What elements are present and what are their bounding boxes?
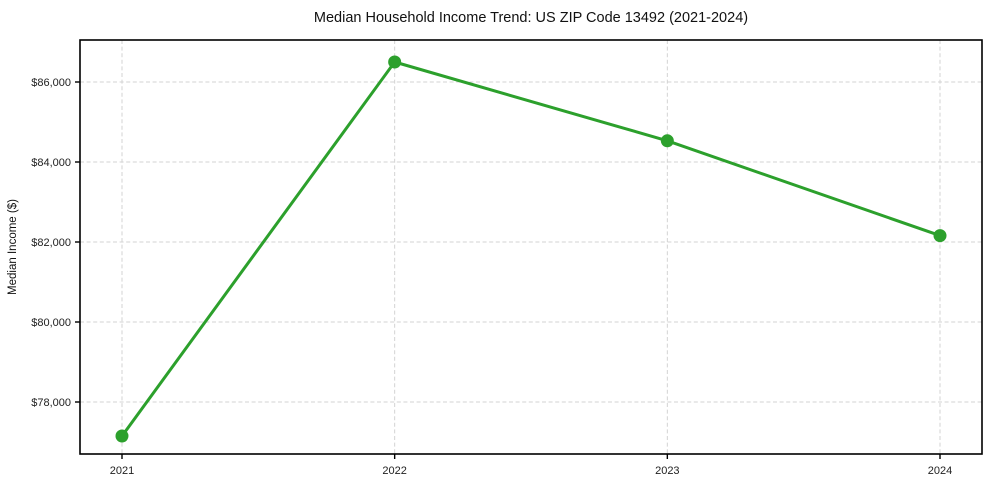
data-point-2024 xyxy=(933,229,947,243)
y-tick-label: $82,000 xyxy=(31,237,71,249)
y-tick-label: $86,000 xyxy=(31,77,71,89)
chart-title: Median Household Income Trend: US ZIP Co… xyxy=(314,10,748,26)
data-point-2022 xyxy=(388,55,402,69)
y-tick-label: $78,000 xyxy=(31,397,71,409)
x-tick-label: 2022 xyxy=(382,465,406,477)
plot-area: $78,000 $80,000 $82,000 $84,000 $86,000 2021 2… xyxy=(31,39,983,477)
y-tick-label: $84,000 xyxy=(31,157,71,169)
data-point-2021 xyxy=(115,429,129,443)
x-tick-label: 2023 xyxy=(655,465,679,477)
data-point-2023 xyxy=(660,134,674,148)
x-tick-label: 2021 xyxy=(110,465,134,477)
y-tick-label: $80,000 xyxy=(31,317,71,329)
y-axis-label: Median Income ($) xyxy=(7,199,19,295)
trend-line xyxy=(120,60,942,438)
plot-border xyxy=(79,39,983,455)
x-tick-label: 2024 xyxy=(928,465,952,477)
